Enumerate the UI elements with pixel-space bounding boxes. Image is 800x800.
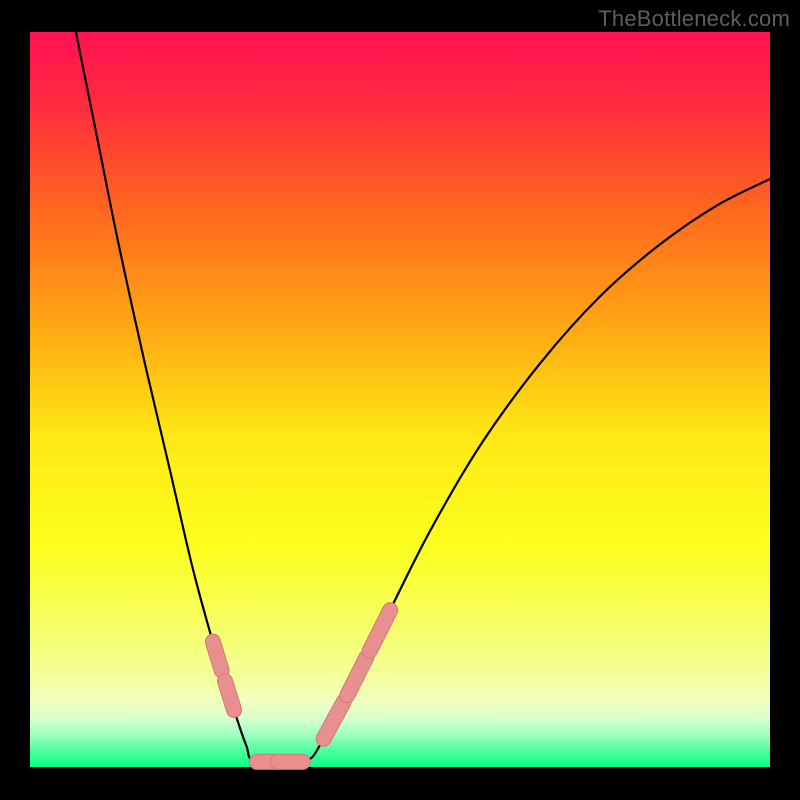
plot-background <box>30 32 770 767</box>
bottleneck-chart <box>0 0 800 800</box>
chart-container: TheBottleneck.com <box>0 0 800 800</box>
data-marker <box>270 754 310 769</box>
watermark-label: TheBottleneck.com <box>598 6 790 32</box>
